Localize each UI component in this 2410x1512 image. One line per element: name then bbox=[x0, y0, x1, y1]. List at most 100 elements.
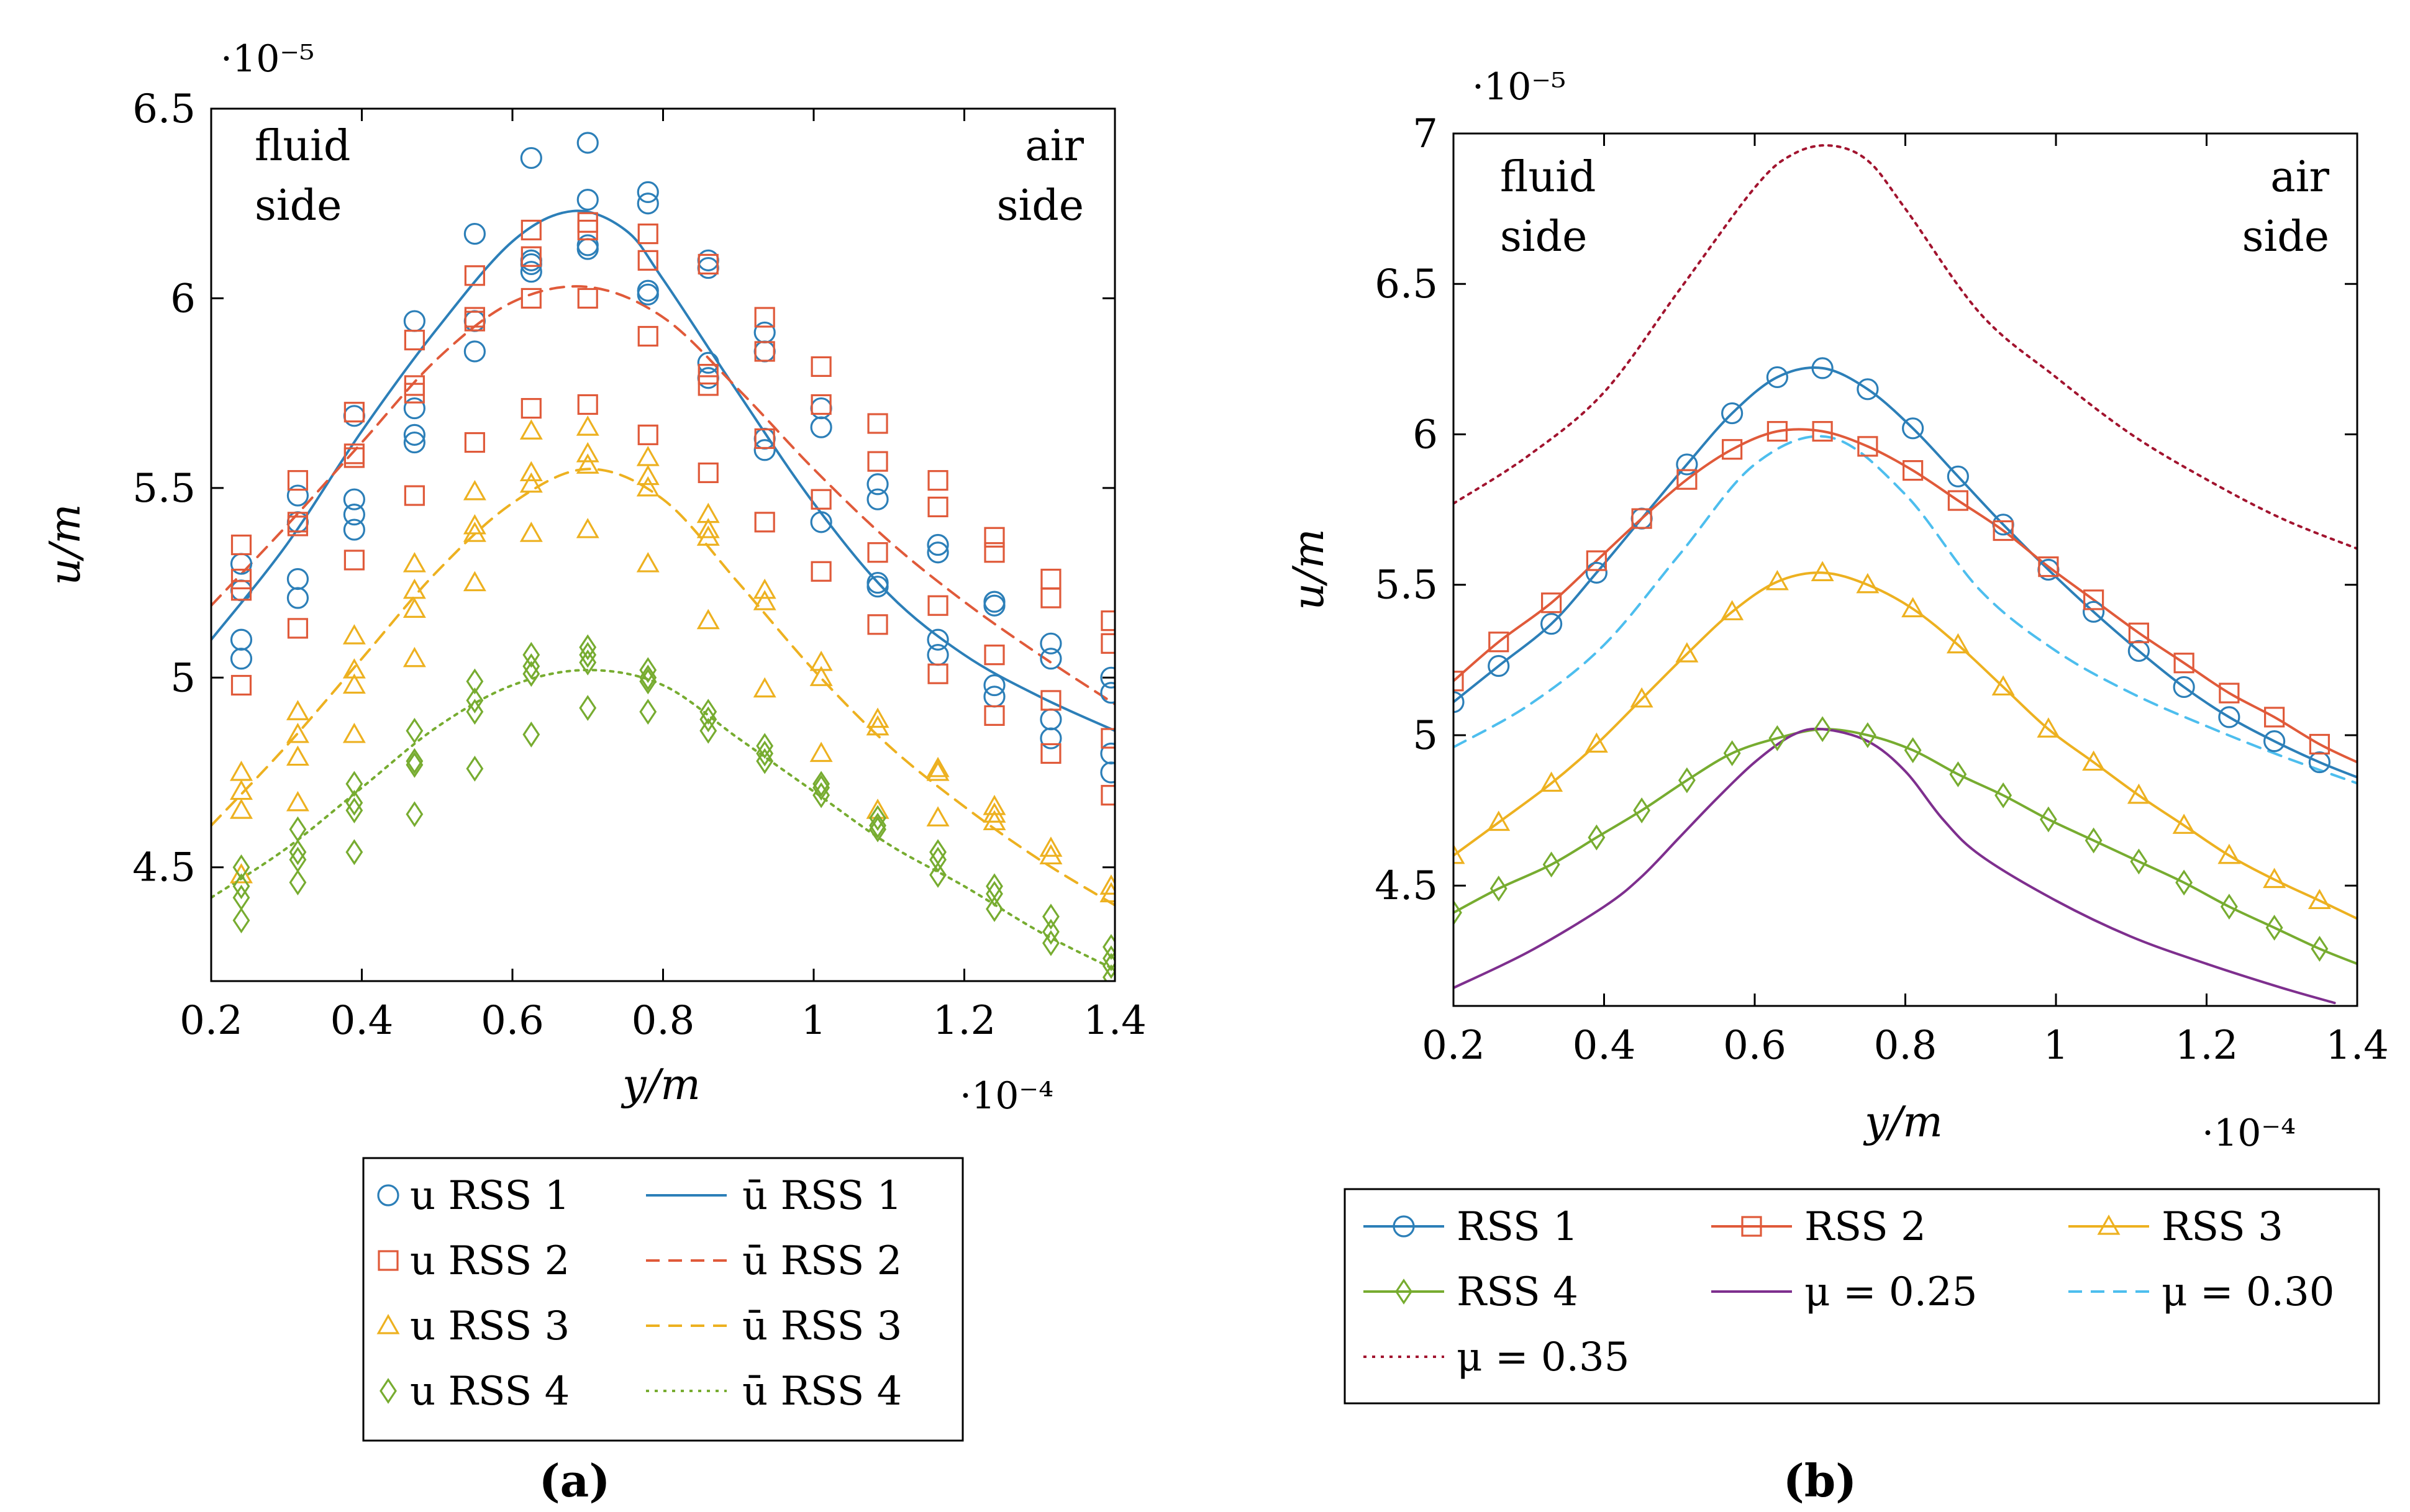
data-point-u-rss-2 bbox=[811, 489, 832, 510]
legend-label: μ = 0.35 bbox=[1457, 1334, 1629, 1380]
panel-b-plot-frame bbox=[1452, 132, 2358, 1007]
legend-label: ū RSS 2 bbox=[742, 1238, 902, 1284]
data-point-u-rss-3 bbox=[753, 578, 776, 599]
data-point-rss-2 bbox=[1993, 520, 2014, 541]
data-point-u-rss-1 bbox=[753, 340, 776, 363]
data-point-u-rss-4 bbox=[812, 774, 830, 801]
fit-line-rss-3 bbox=[211, 468, 1115, 907]
data-point-u-rss-4 bbox=[579, 641, 597, 668]
data-point-u-rss-1 bbox=[866, 473, 889, 496]
data-point-rss-1 bbox=[1540, 613, 1563, 635]
data-point-u-rss-1 bbox=[463, 222, 486, 245]
x-tick-label: 1.4 bbox=[1083, 998, 1147, 1044]
data-point-u-rss-2 bbox=[754, 512, 775, 533]
data-point-rss-2 bbox=[2038, 556, 2059, 577]
data-point-u-rss-1 bbox=[403, 431, 425, 454]
data-point-u-rss-2 bbox=[343, 443, 365, 464]
data-point-u-rss-1 bbox=[286, 587, 309, 609]
data-point-rss-3 bbox=[1675, 642, 1699, 663]
data-point-u-rss-3 bbox=[230, 761, 253, 781]
data-point-u-rss-1 bbox=[637, 181, 659, 203]
data-point-u-rss-4 bbox=[289, 839, 307, 866]
data-point-rss-4 bbox=[1858, 722, 1876, 748]
data-point-u-rss-2 bbox=[637, 250, 658, 271]
data-point-rss-1 bbox=[1488, 654, 1510, 677]
data-point-u-rss-2 bbox=[867, 451, 888, 472]
data-point-u-rss-3 bbox=[463, 479, 486, 500]
panel-b-air-side-label: side bbox=[2242, 212, 2329, 261]
panel-b-legend-box bbox=[1344, 1188, 2380, 1405]
data-point-u-rss-2 bbox=[811, 394, 832, 415]
data-point-u-rss-2 bbox=[577, 287, 598, 309]
data-point-u-rss-4 bbox=[345, 839, 363, 866]
data-point-u-rss-3 bbox=[866, 707, 889, 728]
data-point-u-rss-3 bbox=[1039, 836, 1063, 857]
data-point-u-rss-2 bbox=[698, 462, 719, 484]
data-point-rss-4 bbox=[1814, 716, 1832, 743]
data-point-rss-2 bbox=[1586, 550, 1607, 571]
legend-label: u RSS 3 bbox=[410, 1303, 570, 1349]
data-point-u-rss-4 bbox=[345, 790, 363, 816]
legend-label: ū RSS 4 bbox=[742, 1369, 902, 1415]
data-point-u-rss-3 bbox=[983, 795, 1006, 815]
panel-a-ticks bbox=[210, 107, 1116, 981]
data-point-rss-4 bbox=[2220, 894, 2238, 920]
data-point-rss-2 bbox=[2173, 653, 2194, 674]
data-point-u-rss-3 bbox=[402, 552, 426, 573]
legend-label: ū RSS 3 bbox=[742, 1303, 902, 1349]
panel-b-y-tick-labels: 4.5 5 5.5 6 6.5 7 bbox=[1375, 111, 1438, 909]
data-point-u-rss-1 bbox=[343, 518, 365, 541]
data-point-u-rss-2 bbox=[754, 307, 775, 328]
data-point-u-rss-4 bbox=[232, 854, 250, 880]
panel-a-air-label: air bbox=[1025, 122, 1084, 171]
data-point-u-rss-2 bbox=[698, 364, 719, 385]
series-line-0-30 bbox=[1453, 435, 2357, 785]
data-point-u-rss-2 bbox=[867, 413, 888, 434]
data-point-u-rss-1 bbox=[637, 279, 659, 302]
data-point-u-rss-3 bbox=[636, 476, 660, 497]
legend-label: μ = 0.25 bbox=[1804, 1269, 1977, 1315]
legend-label: RSS 2 bbox=[1804, 1204, 1926, 1250]
data-point-u-rss-2 bbox=[230, 580, 252, 601]
data-point-u-rss-4 bbox=[289, 816, 307, 843]
data-point-rss-4 bbox=[1994, 782, 2012, 808]
data-point-u-rss-4 bbox=[1103, 934, 1115, 960]
y-tick-label: 5.5 bbox=[132, 466, 196, 512]
data-point-rss-1 bbox=[2263, 730, 2286, 753]
data-point-u-rss-1 bbox=[403, 423, 425, 446]
series-line-rss-4 bbox=[1453, 728, 2357, 966]
data-point-u-rss-1 bbox=[1100, 666, 1115, 689]
data-point-u-rss-3 bbox=[519, 461, 543, 482]
data-point-u-rss-2 bbox=[343, 550, 365, 571]
legend-marker-rss-4 bbox=[1395, 1279, 1412, 1305]
data-point-u-rss-3 bbox=[463, 514, 486, 535]
data-point-u-rss-1 bbox=[520, 261, 542, 283]
panel-b-lines bbox=[1453, 144, 2357, 1005]
data-point-u-rss-4 bbox=[1042, 918, 1060, 945]
data-point-u-rss-1 bbox=[463, 340, 486, 363]
data-point-u-rss-2 bbox=[521, 219, 542, 241]
data-point-u-rss-4 bbox=[699, 699, 717, 725]
panel-b-ticks bbox=[1452, 132, 2358, 1006]
panel-b-caption: (b) bbox=[1783, 1454, 1857, 1507]
data-point-u-rss-1 bbox=[1040, 648, 1062, 670]
panel-a-y-tick-labels: 4.5 5 5.5 6 6.5 bbox=[132, 86, 196, 891]
y-tick-label: 5 bbox=[170, 655, 196, 701]
data-point-u-rss-2 bbox=[927, 663, 948, 684]
data-point-u-rss-2 bbox=[698, 253, 719, 275]
data-point-u-rss-2 bbox=[404, 485, 425, 506]
data-point-rss-2 bbox=[2128, 622, 2149, 643]
data-point-rss-2 bbox=[1857, 436, 1878, 457]
data-point-u-rss-1 bbox=[753, 321, 776, 344]
data-point-u-rss-2 bbox=[1040, 690, 1062, 711]
data-point-u-rss-1 bbox=[927, 541, 949, 564]
data-point-u-rss-4 bbox=[406, 751, 424, 778]
data-point-u-rss-3 bbox=[342, 673, 366, 694]
data-point-u-rss-3 bbox=[519, 419, 543, 440]
data-point-u-rss-1 bbox=[576, 132, 599, 154]
data-point-u-rss-3 bbox=[753, 590, 776, 610]
data-point-u-rss-1 bbox=[1100, 742, 1115, 765]
data-point-u-rss-4 bbox=[345, 771, 363, 797]
data-point-u-rss-2 bbox=[343, 402, 365, 423]
data-point-rss-1 bbox=[1721, 402, 1744, 425]
